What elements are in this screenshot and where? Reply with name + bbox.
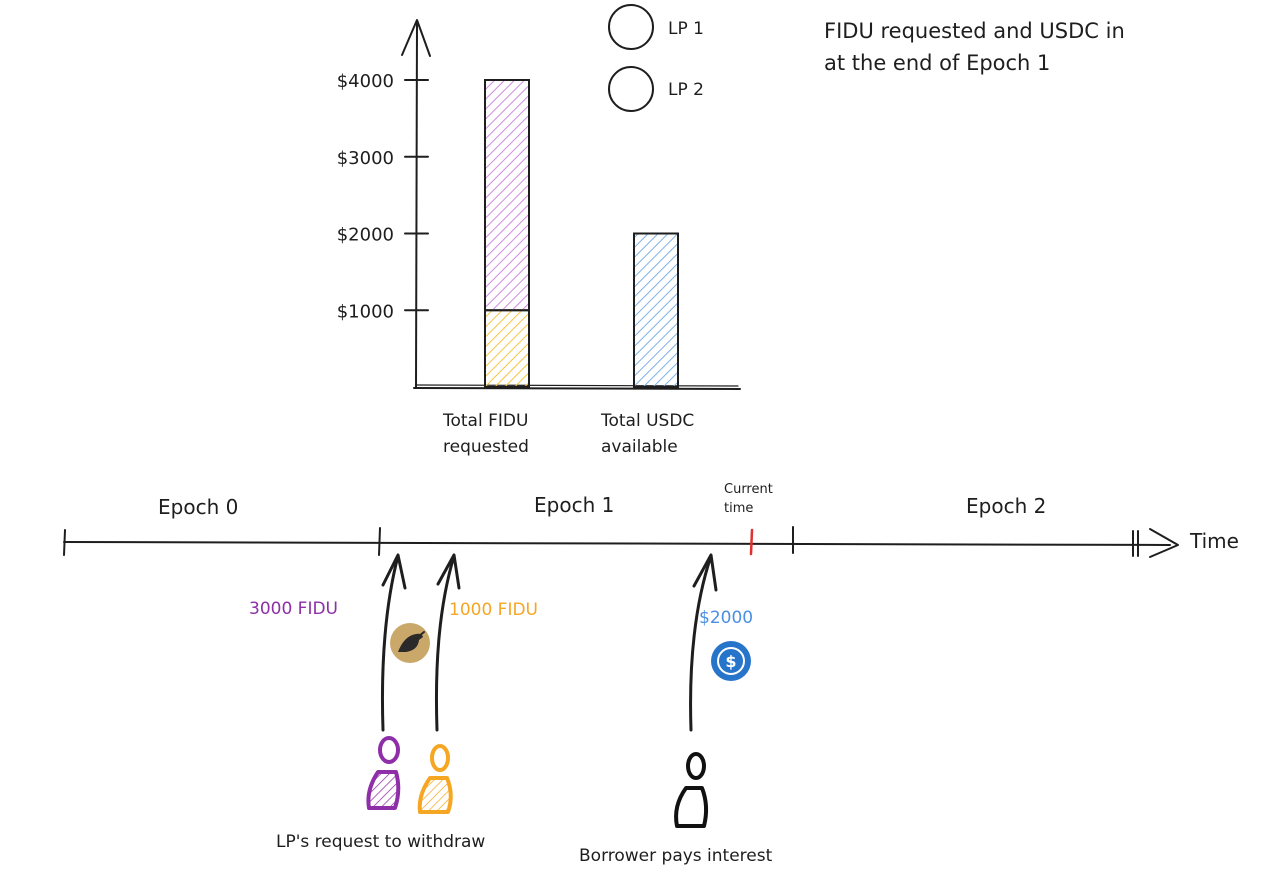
- x-category-label: Total FIDU: [442, 411, 528, 431]
- lp2-arrow: [434, 554, 456, 732]
- y-ticks: $1000 $2000 $3000 $4000: [337, 71, 429, 322]
- y-tick-label: $1000: [337, 301, 394, 322]
- x-axis: [413, 387, 741, 390]
- svg-text:$: $: [725, 652, 736, 671]
- lp2-arrow-head-icon: [436, 553, 461, 590]
- epoch-2-label: Epoch 2: [966, 494, 1046, 518]
- legend-label-lp2: LP 2: [668, 80, 704, 100]
- lp1-arrow: [380, 554, 400, 732]
- x-category-labels: Total FIDU requested Total USDC available: [442, 411, 694, 457]
- epoch-0-label: Epoch 0: [158, 495, 238, 519]
- x-category-label: available: [601, 437, 678, 457]
- lp2-amount: 1000 FIDU: [449, 600, 538, 620]
- current-time-label-line2: time: [724, 501, 753, 516]
- epoch-1-start-tick: [378, 527, 381, 556]
- legend-swatch-lp2: [608, 66, 654, 112]
- epoch-0-start-tick: [63, 529, 66, 556]
- legend: LP 1 LP 2: [608, 4, 704, 112]
- borrower-arrow-head-icon: [692, 553, 718, 592]
- lp-caption: LP's request to withdraw: [276, 832, 485, 852]
- borrower-amount: $2000: [699, 608, 753, 628]
- timeline-axis: [63, 541, 1171, 546]
- y-axis-arrow-icon: [401, 19, 431, 57]
- timeline: Epoch 0 Epoch 1 Epoch 2 Time Current tim…: [63, 482, 1239, 558]
- lp2-withdraw-request: 1000 FIDU: [417, 553, 538, 814]
- borrower-person-icon: [674, 752, 709, 828]
- lp1-arrow-head-icon: [381, 553, 407, 590]
- x-category-label: requested: [443, 437, 529, 457]
- bar-segment: [484, 309, 530, 388]
- bars: [484, 79, 679, 388]
- time-axis-label: Time: [1189, 529, 1239, 553]
- lp1-person-icon: [366, 736, 401, 810]
- bar-segment: [484, 79, 530, 312]
- bar-segment: [633, 232, 679, 388]
- bar-chart: $1000 $2000 $3000 $4000 Total FIDU requested…: [337, 19, 741, 457]
- lp1-amount: 3000 FIDU: [249, 599, 338, 619]
- y-tick-label: $3000: [337, 148, 394, 169]
- borrower-arrow: [689, 554, 713, 732]
- lp1-withdraw-request: 3000 FIDU: [249, 553, 407, 810]
- current-time-marker: [749, 528, 754, 556]
- timeline-arrow-icon: [1149, 528, 1179, 558]
- y-tick-label: $2000: [337, 225, 394, 246]
- caption-line-1: FIDU requested and USDC in: [824, 19, 1125, 43]
- goldfinch-token-icon: [390, 623, 430, 663]
- epoch-1-label: Epoch 1: [534, 493, 614, 517]
- usdc-icon: $: [711, 641, 751, 681]
- borrower-interest-payment: $2000 $: [674, 553, 753, 828]
- legend-label-lp1: LP 1: [668, 19, 704, 39]
- caption-line-2: at the end of Epoch 1: [824, 51, 1050, 75]
- y-tick-label: $4000: [337, 71, 394, 92]
- lp2-person-icon: [417, 744, 453, 814]
- diagram-caption: FIDU requested and USDC in at the end of…: [824, 19, 1125, 75]
- legend-swatch-lp1: [608, 4, 654, 50]
- x-category-label: Total USDC: [600, 411, 694, 431]
- y-axis: [415, 21, 418, 388]
- current-time-label-line1: Current: [724, 482, 773, 497]
- borrower-caption: Borrower pays interest: [579, 846, 773, 866]
- legend-item-lp2: LP 2: [608, 66, 704, 112]
- legend-item-lp1: LP 1: [608, 4, 704, 50]
- timeline-end-tick: [1132, 530, 1139, 557]
